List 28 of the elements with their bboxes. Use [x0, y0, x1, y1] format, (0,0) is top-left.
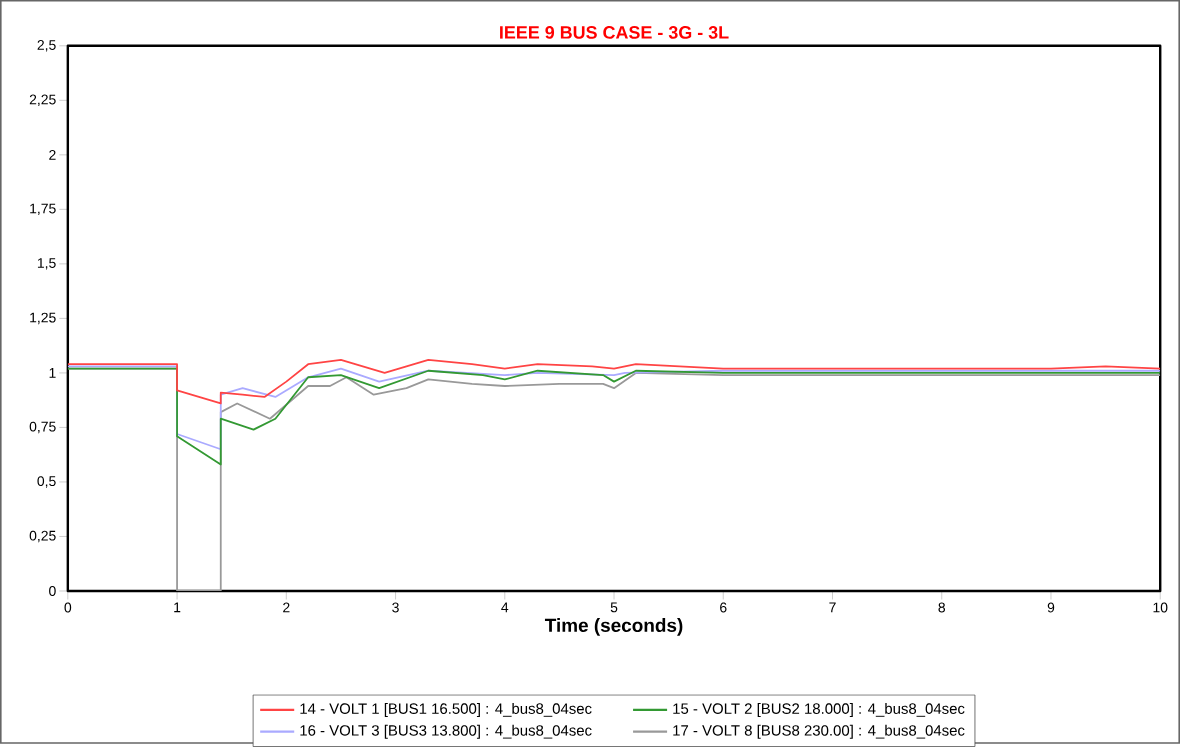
legend-label: 17 - VOLT 8 [BUS8 230.00] : 4_bus8_04sec: [673, 724, 965, 739]
x-tick-label: 4: [501, 602, 509, 613]
x-tick-label: 6: [720, 602, 727, 613]
y-tick-label: 0,25: [29, 530, 56, 543]
x-tick-label: 10: [1153, 602, 1168, 613]
legend-label: 16 - VOLT 3 [BUS3 13.800] : 4_bus8_04sec: [300, 724, 592, 739]
y-tick-label: 1,75: [30, 203, 56, 216]
legend-label: 14 - VOLT 1 [BUS1 16.500] : 4_bus8_04sec: [300, 703, 592, 717]
x-tick-label: 8: [938, 602, 946, 613]
y-tick-label: 2,25: [29, 94, 56, 107]
x-tick-label: 1: [174, 602, 181, 613]
x-tick-label: 0: [64, 602, 72, 613]
x-tick-label: 3: [392, 602, 399, 613]
x-tick-label: 5: [610, 602, 618, 613]
y-tick-label: 0: [49, 586, 56, 596]
y-tick-label: 0,5: [37, 476, 56, 488]
x-tick-label: 9: [1047, 602, 1055, 613]
y-tick-label: 1: [49, 368, 56, 378]
chart-title: IEEE 9 BUS CASE - 3G - 3L: [500, 26, 729, 39]
y-tick-label: 2: [49, 150, 56, 160]
y-tick-label: 2,5: [37, 40, 56, 52]
y-tick-label: 1,25: [30, 312, 56, 325]
legend-label: 15 - VOLT 2 [BUS2 18.000] : 4_bus8_04sec: [673, 703, 965, 717]
y-tick-label: 1,5: [37, 258, 56, 270]
x-tick-label: 2: [283, 602, 290, 613]
x-axis-title: Time (seconds): [544, 618, 683, 636]
x-tick-label: 7: [829, 602, 836, 613]
y-tick-label: 0,75: [29, 421, 56, 434]
